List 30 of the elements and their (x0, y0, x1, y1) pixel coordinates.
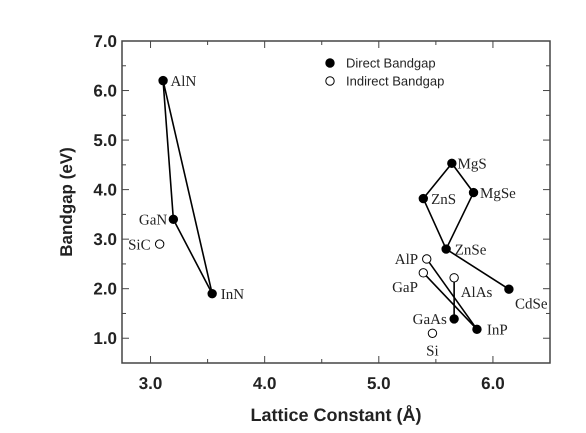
annotation: AlAs (460, 285, 493, 302)
annotation: Si (426, 344, 439, 360)
x-tick-label: 4.0 (252, 374, 276, 393)
y-tick-label: 4.0 (93, 180, 117, 200)
annotation: InN (220, 286, 244, 303)
annotation: ZnS (431, 192, 456, 208)
y-tick-label: 5.0 (93, 131, 117, 150)
y-tick-label: 2.0 (93, 280, 117, 299)
annotation: MgSe (480, 186, 516, 202)
annotation: GaAs (412, 312, 447, 328)
annotation: AlN (170, 74, 196, 90)
annotation: GaP (392, 280, 418, 296)
annotation: GaN (138, 212, 168, 229)
annotation: SiC (128, 237, 151, 254)
x-axis-title: Lattice Constant (Å) (250, 405, 422, 425)
legend-label: Indirect Bandgap (346, 74, 444, 89)
annotation: InP (486, 322, 508, 339)
y-tick-label: 1.0 (93, 329, 117, 348)
x-tick-label: 3.0 (138, 374, 162, 393)
y-tick-label: 3.0 (93, 230, 117, 250)
y-tick-label: 7.0 (93, 32, 117, 51)
x-tick-label: 6.0 (481, 374, 505, 393)
y-axis-title: Bandgap (eV) (57, 147, 76, 257)
annotation: AlP (394, 252, 418, 268)
annotation: ZnSe (454, 242, 487, 258)
annotation: CdSe (515, 296, 548, 312)
x-tick-label: 5.0 (366, 374, 391, 393)
y-tick-label: 6.0 (93, 81, 117, 100)
legend-label: Direct Bandgap (346, 56, 436, 71)
annotation: MgS (458, 156, 487, 173)
